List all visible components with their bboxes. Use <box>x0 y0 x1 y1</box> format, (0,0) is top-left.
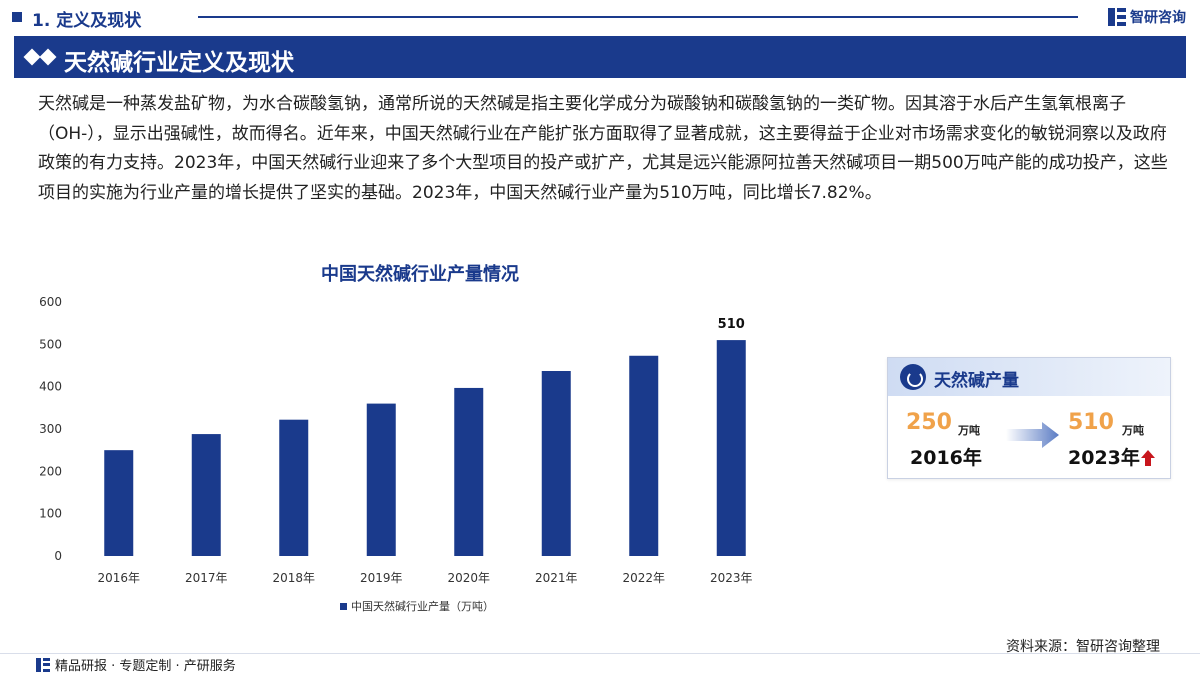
data-source: 资料来源：智研咨询整理 <box>1006 639 1160 655</box>
x-tick-label: 2019年 <box>360 571 403 585</box>
card-header: 天然碱产量 <box>888 358 1170 396</box>
y-tick-label: 0 <box>54 549 62 563</box>
end-unit: 万吨 <box>1122 424 1144 437</box>
start-value: 250 <box>906 410 952 435</box>
data-label: 510 <box>718 317 745 332</box>
x-tick-label: 2017年 <box>185 571 228 585</box>
bar <box>454 387 484 556</box>
y-tick-label: 500 <box>39 337 62 351</box>
chart-title: 中国天然碱行业产量情况 <box>321 264 519 285</box>
x-tick-label: 2020年 <box>447 571 490 585</box>
end-year: 2023年 <box>1068 447 1140 469</box>
bar <box>104 450 134 556</box>
end-value: 510 <box>1068 410 1114 435</box>
card-title: 天然碱产量 <box>934 371 1019 391</box>
brand: 智研咨询 <box>1108 7 1186 27</box>
bar <box>541 371 571 556</box>
x-tick-label: 2018年 <box>272 571 315 585</box>
top-header: 1. 定义及现状 智研咨询 <box>0 0 1200 34</box>
section-marker-icon <box>12 12 22 22</box>
bar <box>279 419 309 556</box>
x-tick-label: 2016年 <box>97 571 140 585</box>
intro-paragraph: 天然碱是一种蒸发盐矿物，为水合碳酸氢钠，通常所说的天然碱是指主要化学成分为碳酸钠… <box>38 94 1168 203</box>
footer-logo-icon <box>36 657 50 672</box>
page-title: 天然碱行业定义及现状 <box>64 50 294 76</box>
y-tick-label: 400 <box>39 380 62 394</box>
bar <box>716 340 746 556</box>
start-year: 2016年 <box>910 447 982 469</box>
section-title: 1. 定义及现状 <box>32 11 142 31</box>
y-tick-label: 300 <box>39 422 62 436</box>
footer-slogan: 精品研报 · 专题定制 · 产研服务 <box>55 659 236 674</box>
bar <box>191 434 221 556</box>
bar <box>366 403 396 556</box>
production-chart: 中国天然碱行业产量情况 0 100 200 300 400 500 600 2016年 2017… <box>0 250 800 630</box>
legend-label: 中国天然碱行业产量（万吨） <box>351 599 494 613</box>
right-arrow-icon <box>1006 422 1059 448</box>
start-unit: 万吨 <box>958 424 980 437</box>
x-tick-label: 2022年 <box>622 571 665 585</box>
x-tick-label: 2021年 <box>535 571 578 585</box>
footer: 精品研报 · 专题定制 · 产研服务 <box>36 655 236 674</box>
title-banner: 天然碱行业定义及现状 <box>14 36 1186 78</box>
bar-chart-svg: 0 100 200 300 400 500 600 2016年 2017年 2018年 2019年 2… <box>39 295 753 613</box>
x-tick-label: 2023年 <box>710 571 753 585</box>
footer-divider <box>0 653 1200 654</box>
y-tick-label: 100 <box>39 507 62 521</box>
header-divider <box>198 16 1078 18</box>
chart-circle-icon <box>900 364 926 390</box>
bar <box>629 355 659 556</box>
y-tick-label: 200 <box>39 464 62 478</box>
y-tick-label: 600 <box>39 295 62 309</box>
diamond-icon <box>23 48 64 66</box>
brand-logo-icon <box>1108 8 1126 26</box>
production-summary-card: 天然碱产量 250 万吨 2016年 510 万吨 2023年 <box>887 357 1171 479</box>
legend-swatch <box>340 603 347 610</box>
up-arrow-icon <box>1141 450 1155 466</box>
brand-name: 智研咨询 <box>1130 10 1186 26</box>
